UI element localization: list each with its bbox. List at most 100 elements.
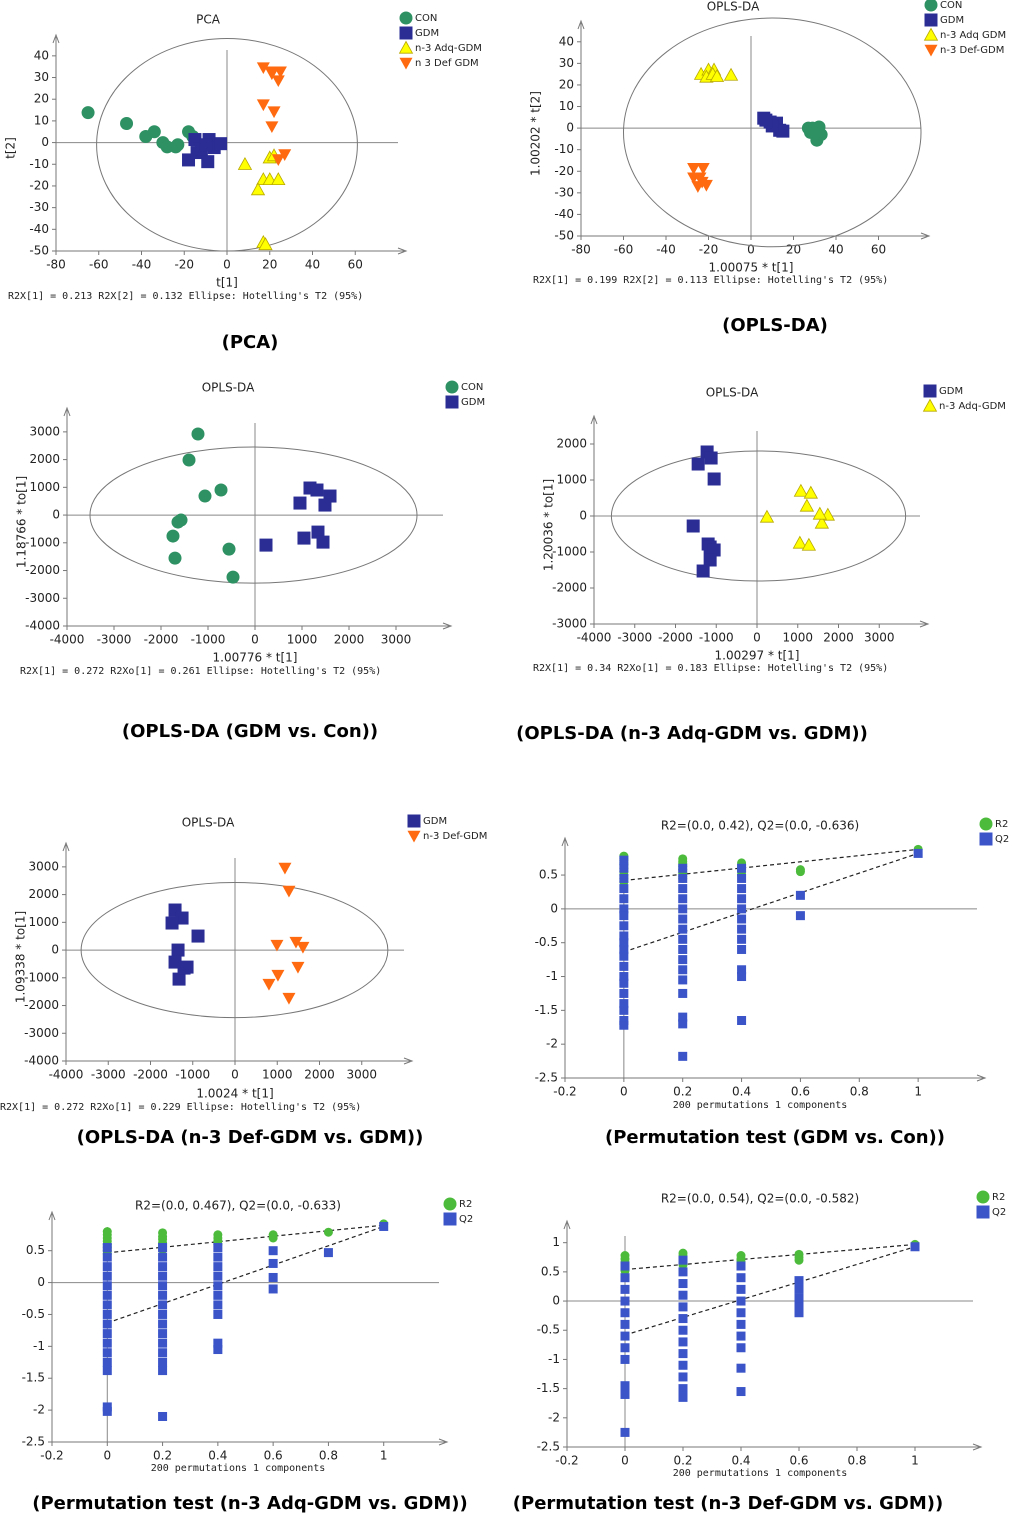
point	[737, 1016, 747, 1025]
y-tick-label: 1000	[29, 480, 60, 494]
point	[737, 944, 747, 954]
y-tick-label: -1000	[552, 545, 587, 559]
point	[262, 978, 276, 991]
x-tick-label: 0.8	[850, 1085, 869, 1099]
y-tick-label: -1.5	[535, 1003, 558, 1017]
hotelling-ellipse	[80, 881, 389, 1019]
x-tick-label: 0.4	[731, 1454, 750, 1468]
point	[801, 121, 815, 135]
chart-title: R2=(0.0, 0.42), Q2=(0.0, -0.636)	[661, 819, 859, 833]
x-tick-label: -0.2	[553, 1085, 576, 1099]
point	[259, 538, 273, 552]
point	[736, 1296, 746, 1306]
legend-marker	[979, 832, 993, 846]
point	[678, 934, 688, 944]
point	[737, 904, 747, 914]
point	[678, 1349, 688, 1359]
y-tick-label: 0	[41, 135, 49, 149]
legend-label: GDM	[940, 15, 964, 26]
point	[620, 1319, 630, 1329]
point	[737, 924, 747, 934]
point	[256, 99, 270, 112]
x-tick-label: 2000	[334, 633, 365, 647]
point	[147, 125, 161, 139]
point	[678, 1255, 688, 1265]
point	[318, 498, 332, 512]
point	[619, 873, 629, 883]
point	[282, 992, 296, 1005]
point	[723, 67, 739, 81]
footnote: R2X[1] = 0.199 R2X[2] = 0.113 Ellipse: H…	[533, 275, 888, 286]
point	[619, 931, 629, 941]
x-tick-label: 0	[747, 243, 755, 257]
point	[158, 1329, 168, 1339]
point	[619, 988, 629, 998]
caption: (OPLS-DA (n-3 Adq-GDM vs. GDM))	[516, 723, 868, 744]
point	[737, 914, 747, 924]
x-tick-label: 60	[348, 258, 363, 272]
point	[102, 1366, 112, 1376]
chart-title: OPLS-DA	[707, 0, 760, 14]
point	[213, 1345, 223, 1355]
point	[191, 929, 205, 943]
y-tick-label: -0.5	[535, 935, 558, 949]
point	[168, 551, 182, 565]
point	[268, 1233, 278, 1243]
y-axis-label: 1.00202 * t[2]	[529, 91, 543, 176]
point	[678, 914, 688, 924]
point	[678, 1051, 688, 1061]
point	[736, 1387, 746, 1397]
point	[620, 1381, 630, 1391]
y-tick-label: 40	[34, 48, 49, 62]
point	[709, 68, 725, 82]
point	[696, 163, 710, 175]
point	[158, 1243, 168, 1253]
point	[171, 943, 185, 957]
x-axis-label: 1.00297 * t[1]	[715, 649, 800, 663]
point	[703, 553, 717, 567]
point	[619, 1016, 629, 1025]
caption: (Permutation test (GDM vs. Con))	[605, 1127, 945, 1148]
point	[620, 1273, 630, 1283]
axis-arrow	[563, 1219, 571, 1230]
point	[792, 535, 808, 549]
legend-marker	[922, 398, 938, 412]
point	[158, 1262, 168, 1272]
x-tick-label: 20	[262, 258, 277, 272]
x-tick-label: 0	[103, 1449, 111, 1463]
point	[213, 1281, 223, 1291]
point	[620, 1354, 630, 1364]
point	[291, 961, 305, 974]
x-tick-label: -1000	[699, 631, 734, 645]
point	[289, 936, 303, 949]
y-axis-label: 1.09338 * to[1]	[14, 911, 28, 1003]
x-tick-label: 3000	[381, 633, 412, 647]
hotelling-ellipse	[89, 446, 418, 584]
point	[678, 863, 688, 873]
y-tick-label: 0	[552, 1294, 560, 1308]
x-tick-label: 0.4	[208, 1449, 227, 1463]
legend-marker	[443, 1197, 457, 1211]
point	[267, 106, 281, 119]
x-axis-label: 1.0024 * t[1]	[196, 1087, 273, 1101]
point	[693, 172, 707, 185]
point	[158, 1271, 168, 1281]
point	[222, 542, 236, 556]
point	[678, 873, 688, 883]
x-tick-label: -40	[132, 258, 152, 272]
point	[379, 1221, 389, 1231]
fit-line	[107, 1224, 384, 1254]
y-axis-label: 1.18766 * to[1]	[15, 476, 29, 568]
legend-marker	[923, 384, 937, 398]
x-axis-label: t[1]	[216, 276, 238, 290]
y-tick-label: 10	[559, 99, 574, 113]
fit-line	[623, 852, 919, 953]
x-tick-label: 0	[231, 1068, 239, 1082]
point	[794, 1255, 804, 1265]
point	[686, 519, 700, 533]
footnote: R2X[1] = 0.272 R2Xo[1] = 0.261 Ellipse: …	[20, 666, 381, 677]
point	[678, 965, 688, 975]
y-tick-label: -50	[29, 244, 49, 258]
y-tick-label: 1000	[556, 473, 587, 487]
